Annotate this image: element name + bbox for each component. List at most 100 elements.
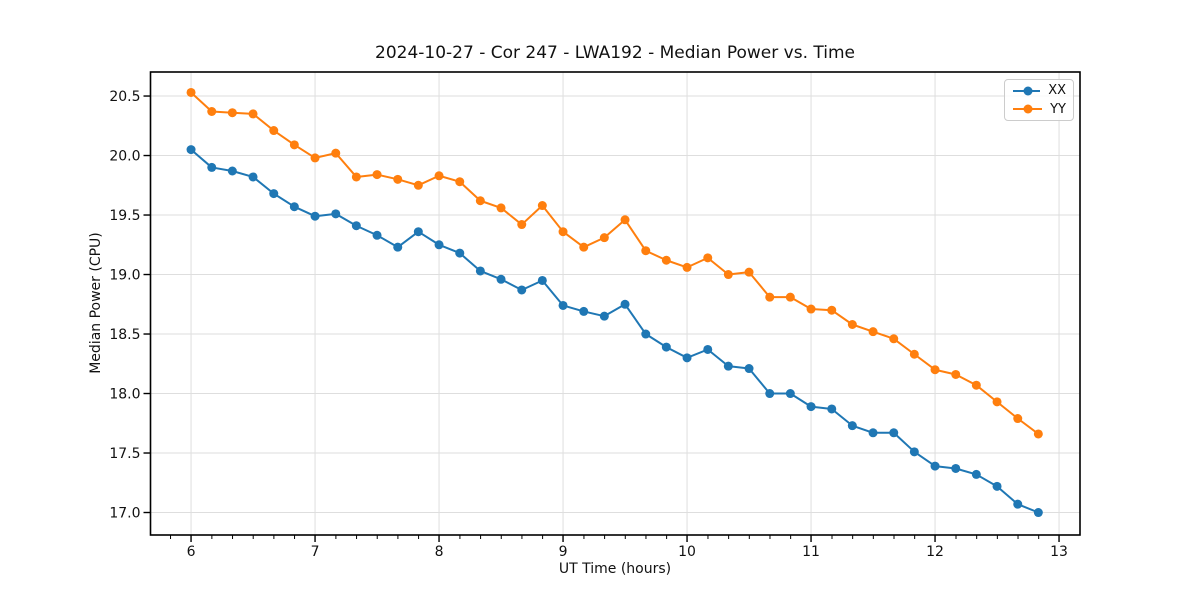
data-point-xx [785,389,795,399]
data-point-xx [703,344,713,354]
data-point-yy [351,172,361,182]
data-point-yy [372,170,382,180]
data-point-yy [641,246,651,256]
data-point-yy [806,304,816,314]
x-tick-label: 9 [559,544,568,560]
data-point-yy [269,126,279,136]
data-point-yy [847,320,857,330]
data-point-xx [951,463,961,473]
y-tick-label: 20.0 [109,149,140,165]
x-tick-label: 6 [187,544,196,560]
data-point-xx [537,275,547,285]
data-point-xx [889,428,899,438]
data-point-xx [289,202,299,212]
data-point-yy [889,334,899,344]
data-point-yy [579,242,589,252]
data-point-yy [310,153,320,163]
data-point-xx [930,461,940,471]
data-point-yy [434,171,444,181]
data-point-yy [207,107,217,117]
data-point-yy [186,87,196,97]
data-point-xx [248,172,258,182]
legend-label-xx: XX [1048,83,1066,99]
data-point-xx [661,342,671,352]
y-tick-label: 20.5 [109,89,140,105]
data-point-xx [455,248,465,258]
data-point-xx [641,329,651,339]
legend-label-yy: YY [1050,101,1066,117]
data-point-yy [537,201,547,211]
data-point-yy [331,148,341,158]
data-point-yy [909,349,919,359]
data-point-xx [393,242,403,252]
x-tick-label: 12 [926,544,944,560]
data-point-yy [227,108,237,118]
data-point-yy [413,180,423,190]
data-point-xx [372,230,382,240]
y-tick-label: 17.0 [109,506,140,522]
y-tick-label: 19.0 [109,268,140,284]
data-point-xx [620,299,630,309]
data-point-xx [992,481,1002,491]
legend-item-xx: XX [1012,82,1066,99]
data-point-yy [827,305,837,315]
data-point-xx [517,285,527,295]
y-tick-label: 18.0 [109,387,140,403]
data-point-yy [455,177,465,187]
data-point-yy [517,220,527,230]
y-tick-label: 18.5 [109,327,140,343]
data-point-xx [723,361,733,371]
data-point-yy [1013,414,1023,424]
data-point-yy [971,380,981,390]
data-point-yy [248,109,258,119]
data-point-xx [579,306,589,316]
data-point-xx [186,145,196,155]
data-point-yy [765,292,775,302]
legend-line-marker-yy-icon [1013,104,1043,114]
data-point-xx [207,162,217,172]
data-point-xx [599,311,609,321]
data-point-xx [475,266,485,276]
data-point-xx [227,166,237,176]
data-point-xx [765,389,775,399]
legend-item-yy: YY [1012,101,1066,118]
chart-title: 2024-10-27 - Cor 247 - LWA192 - Median P… [375,43,855,63]
data-point-xx [310,211,320,221]
data-point-yy [992,397,1002,407]
y-axis-label: Median Power (CPU) [88,232,104,374]
data-point-yy [620,215,630,225]
data-point-yy [723,270,733,280]
data-point-yy [393,174,403,184]
legend: XX YY [1004,79,1074,121]
data-point-yy [744,267,754,277]
series-line-xx [190,148,1040,514]
x-axis-label: UT Time (hours) [558,561,672,577]
x-tick-label: 11 [802,544,820,560]
data-point-yy [475,196,485,206]
data-point-yy [930,365,940,375]
x-tick-label: 13 [1050,544,1068,560]
data-point-xx [331,209,341,219]
data-point-xx [909,447,919,457]
data-point-xx [868,428,878,438]
data-point-xx [413,227,423,237]
data-point-yy [951,369,961,379]
data-point-xx [827,404,837,414]
x-tick-label: 7 [311,544,320,560]
data-point-xx [971,469,981,479]
plot-border [149,71,1081,536]
data-point-xx [1033,508,1043,518]
data-point-yy [289,140,299,150]
data-point-yy [661,255,671,265]
x-tick-label: 8 [435,544,444,560]
data-point-yy [599,233,609,243]
data-point-xx [269,189,279,199]
data-point-yy [703,253,713,263]
y-tick-label: 19.5 [109,208,140,224]
data-point-yy [785,292,795,302]
legend-line-marker-xx-icon [1013,86,1041,96]
data-point-yy [682,262,692,272]
series-line-yy [190,91,1040,435]
